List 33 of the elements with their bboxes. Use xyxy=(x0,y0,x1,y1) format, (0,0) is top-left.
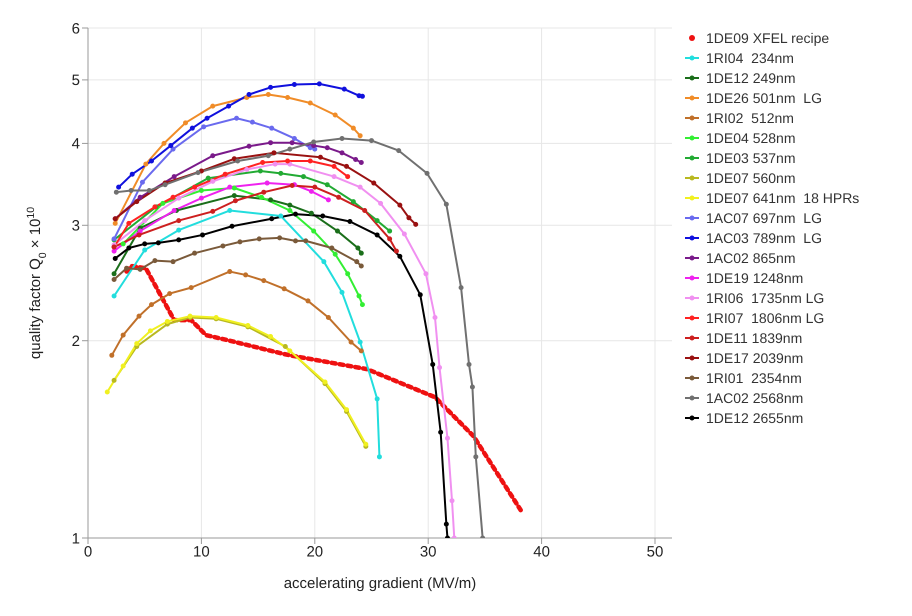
legend-label: 1DE26 501nm LG xyxy=(706,89,822,108)
x-axis-title: accelerating gradient (MV/m) xyxy=(284,575,476,592)
x-tick-label: 10 xyxy=(193,544,210,561)
y-tick-label: 1 xyxy=(72,530,80,548)
x-tick-label: 20 xyxy=(306,544,324,561)
legend-label: 1RI04 234nm xyxy=(706,49,794,68)
x-tick-label: 50 xyxy=(646,544,664,561)
legend-label: 1DE12 2655nm xyxy=(706,409,804,428)
legend-label: 1RI02 512nm xyxy=(706,109,794,128)
legend-label: 1RI06 1735nm LG xyxy=(706,289,824,308)
legend-label: 1AC02 2568nm xyxy=(706,389,804,408)
legend-label: 1AC03 789nm LG xyxy=(706,229,822,248)
legend-label: 1DE17 2039nm xyxy=(706,349,804,368)
legend-label: 1RI01 2354nm xyxy=(706,369,802,388)
y-tick-label: 4 xyxy=(72,136,80,153)
x-tick-label: 40 xyxy=(533,544,550,561)
legend-label: 1DE12 249nm xyxy=(706,69,796,88)
legend-label: 1RI07 1806nm LG xyxy=(706,309,824,328)
x-tick-label: 30 xyxy=(420,544,437,561)
y-tick-label: 3 xyxy=(72,218,80,235)
legend-label: 1DE07 641nm 18 HPRs xyxy=(706,189,860,208)
legend-label: 1DE03 537nm xyxy=(706,149,796,168)
legend-label: 1DE09 XFEL recipe xyxy=(706,29,830,48)
legend-label: 1AC07 697nm LG xyxy=(706,209,822,228)
y-tick-label: 6 xyxy=(72,20,80,38)
legend-label: 1DE04 528nm xyxy=(706,129,796,148)
y-tick-label: 5 xyxy=(72,72,80,90)
y-tick-label: 2 xyxy=(72,333,80,350)
legend-label: 1DE11 1839nm xyxy=(706,329,802,348)
legend-label: 1DE07 560nm xyxy=(706,169,796,188)
legend-label: 1AC02 865nm xyxy=(706,249,796,268)
legend-label: 1DE19 1248nm xyxy=(706,269,804,288)
x-tick-label: 0 xyxy=(84,544,92,561)
